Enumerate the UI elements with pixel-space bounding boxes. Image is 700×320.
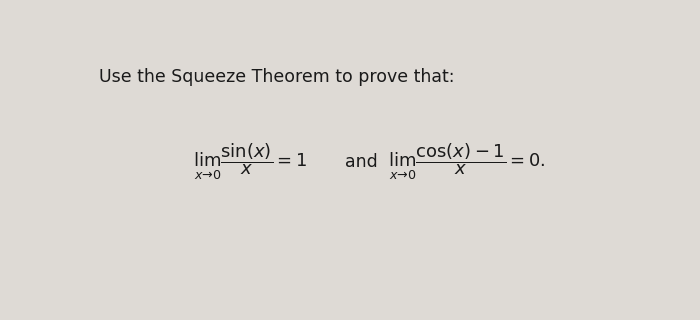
Text: and: and <box>345 153 378 171</box>
Text: Use the Squeeze Theorem to prove that:: Use the Squeeze Theorem to prove that: <box>99 68 455 86</box>
Text: $\lim_{x \to 0} \dfrac{\cos(x) - 1}{x} = 0.$: $\lim_{x \to 0} \dfrac{\cos(x) - 1}{x} =… <box>389 141 546 182</box>
Text: $\lim_{x \to 0} \dfrac{\sin(x)}{x} = 1$: $\lim_{x \to 0} \dfrac{\sin(x)}{x} = 1$ <box>193 141 307 182</box>
